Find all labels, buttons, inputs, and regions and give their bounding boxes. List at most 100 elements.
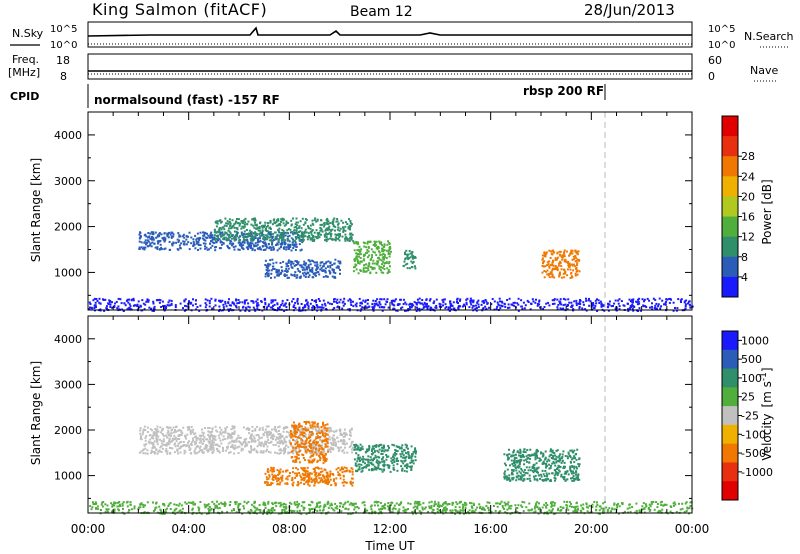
power-echo-pixel bbox=[387, 306, 390, 309]
velocity-echo-pixel bbox=[325, 476, 328, 479]
power-echo-pixel bbox=[317, 234, 320, 237]
power-echo-pixel bbox=[343, 297, 346, 300]
power-echo-pixel bbox=[414, 267, 417, 270]
velocity-echo-pixel bbox=[239, 441, 242, 444]
power-echo-pixel bbox=[470, 303, 473, 306]
power-echo-pixel bbox=[312, 236, 315, 238]
power-echo-pixel bbox=[182, 233, 185, 236]
power-echo-pixel bbox=[677, 298, 680, 301]
velocity-echo-pixel bbox=[381, 508, 384, 510]
velocity-echo-pixel bbox=[292, 448, 295, 451]
power-echo-pixel bbox=[315, 299, 318, 302]
power-echo-pixel bbox=[254, 221, 256, 224]
power-echo-pixel bbox=[359, 257, 362, 259]
velocity-echo-pixel bbox=[208, 431, 211, 434]
velocity-echo-pixel bbox=[326, 423, 329, 426]
power-echo-pixel bbox=[359, 253, 362, 256]
velocity-echo-pixel bbox=[522, 455, 525, 458]
power-echo-pixel bbox=[364, 305, 367, 308]
power-echo-pixel bbox=[233, 226, 236, 229]
velocity-echo-pixel bbox=[334, 441, 337, 444]
velocity-echo-pixel bbox=[309, 472, 312, 475]
velocity-echo-pixel bbox=[266, 481, 269, 484]
velocity-echo-pixel bbox=[268, 475, 271, 478]
velocity-echo-pixel bbox=[140, 438, 143, 441]
power-echo-pixel bbox=[265, 226, 268, 228]
velocity-echo-pixel bbox=[359, 443, 362, 446]
velocity-echo-pixel bbox=[311, 450, 314, 453]
velocity-echo-pixel bbox=[277, 426, 280, 429]
power-echo-pixel bbox=[282, 260, 285, 263]
power-echo-pixel bbox=[243, 302, 246, 305]
velocity-echo-pixel bbox=[511, 471, 513, 474]
power-echo-pixel bbox=[259, 235, 262, 238]
velocity-echo-pixel bbox=[222, 435, 225, 438]
velocity-echo-pixel bbox=[320, 479, 322, 482]
velocity-echo-pixel bbox=[398, 447, 401, 450]
velocity-echo-pixel bbox=[343, 466, 346, 469]
power-echo-pixel bbox=[321, 261, 324, 264]
velocity-echo-pixel bbox=[498, 511, 501, 513]
power-echo-pixel bbox=[236, 235, 238, 237]
power-echo-pixel bbox=[496, 301, 499, 304]
velocity-echo-pixel bbox=[175, 503, 178, 506]
power-echo-pixel bbox=[292, 229, 295, 232]
velocity-echo-pixel bbox=[159, 446, 162, 449]
power-echo-pixel bbox=[397, 303, 400, 306]
power-echo-pixel bbox=[352, 300, 354, 303]
velocity-echo-pixel bbox=[546, 474, 549, 477]
power-echo-pixel bbox=[160, 248, 163, 251]
velocity-echo-pixel bbox=[291, 483, 294, 486]
power-echo-pixel bbox=[543, 265, 545, 268]
power-echo-pixel bbox=[300, 248, 303, 251]
power-echo-pixel bbox=[675, 309, 678, 312]
velocity-echo-pixel bbox=[144, 447, 147, 450]
power-echo-pixel bbox=[356, 258, 359, 261]
velocity-echo-pixel bbox=[277, 473, 279, 476]
velocity-echo-pixel bbox=[387, 455, 390, 458]
power-echo-pixel bbox=[251, 218, 254, 221]
power-echo-pixel bbox=[331, 228, 334, 231]
power-echo-pixel bbox=[286, 232, 289, 234]
power-echo-pixel bbox=[156, 299, 159, 301]
power-echo-pixel bbox=[597, 299, 600, 302]
power-echo-pixel bbox=[335, 233, 338, 236]
power-echo-pixel bbox=[307, 276, 310, 278]
velocity-echo-pixel bbox=[145, 435, 148, 438]
velocity-echo-pixel bbox=[307, 429, 310, 432]
velocity-echo-pixel bbox=[173, 443, 176, 446]
velocity-echo-pixel bbox=[214, 438, 217, 441]
power-echo-pixel bbox=[575, 266, 578, 269]
velocity-echo-pixel bbox=[285, 430, 288, 433]
power-echo-pixel bbox=[242, 235, 245, 238]
power-echo-pixel bbox=[555, 266, 558, 269]
velocity-echo-pixel bbox=[301, 468, 304, 471]
velocity-echo-pixel bbox=[216, 443, 219, 446]
velocity-echo-pixel bbox=[534, 458, 537, 461]
velocity-echo-pixel bbox=[623, 510, 626, 513]
velocity-echo-pixel bbox=[337, 471, 340, 474]
power-echo-pixel bbox=[240, 231, 243, 234]
power-echo-pixel bbox=[284, 231, 287, 234]
power-echo-pixel bbox=[253, 245, 256, 248]
velocity-echo-pixel bbox=[167, 426, 170, 429]
power-echo-pixel bbox=[307, 225, 309, 228]
power-echo-pixel bbox=[384, 262, 387, 264]
velocity-echo-pixel bbox=[170, 435, 172, 437]
velocity-echo-pixel bbox=[539, 477, 541, 480]
velocity-echo-pixel bbox=[215, 443, 217, 446]
power-echo-pixel bbox=[472, 304, 475, 307]
velocity-echo-pixel bbox=[512, 462, 515, 464]
velocity-echo-pixel bbox=[341, 481, 344, 484]
power-echo-pixel bbox=[406, 267, 409, 270]
power-echo-pixel bbox=[278, 235, 281, 238]
velocity-echo-pixel bbox=[519, 475, 522, 478]
power-echo-pixel bbox=[265, 308, 268, 310]
velocity-echo-pixel bbox=[295, 472, 298, 475]
power-echo-pixel bbox=[236, 218, 238, 220]
power-echo-pixel bbox=[178, 239, 181, 242]
power-echo-pixel bbox=[320, 229, 323, 232]
power-echo-pixel bbox=[269, 306, 272, 309]
velocity-echo-pixel bbox=[503, 472, 506, 475]
velocity-echo-pixel bbox=[351, 473, 354, 476]
